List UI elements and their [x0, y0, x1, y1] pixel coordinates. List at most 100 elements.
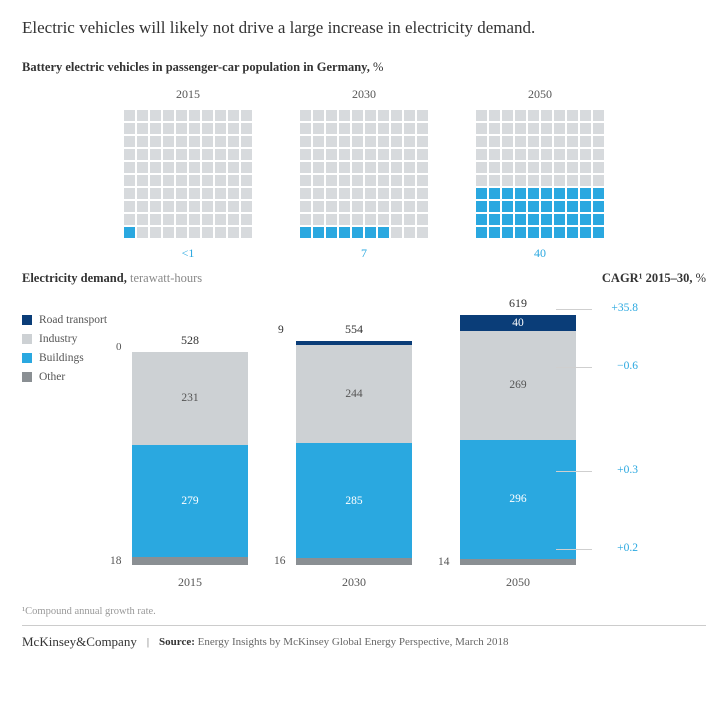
- waffle-cell: [300, 136, 311, 147]
- waffle-cell: [567, 214, 578, 225]
- waffle-cell: [189, 227, 200, 238]
- waffle-cell: [580, 175, 591, 186]
- waffle-cell: [554, 123, 565, 134]
- waffle-cell: [150, 175, 161, 186]
- waffle-cell: [124, 214, 135, 225]
- waffle-cell: [541, 188, 552, 199]
- segment-label: 269: [509, 379, 526, 391]
- bar-total: 619: [509, 296, 527, 311]
- waffle-cell: [163, 162, 174, 173]
- waffle-cell: [404, 123, 415, 134]
- waffle-cell: [515, 188, 526, 199]
- bar-year: 2015: [178, 575, 202, 590]
- brand-logo: McKinsey&Company: [22, 634, 137, 650]
- waffle-cell: [300, 214, 311, 225]
- waffle-cell: [489, 201, 500, 212]
- waffle-cell: [515, 175, 526, 186]
- waffle-cell: [339, 136, 350, 147]
- demand-title: Electricity demand, terawatt-hours: [22, 271, 202, 286]
- waffle-cell: [554, 110, 565, 121]
- waffle-cell: [137, 188, 148, 199]
- waffle-cell: [313, 136, 324, 147]
- bar-segment-buildings: 279: [132, 445, 248, 558]
- waffle-cell: [528, 110, 539, 121]
- waffle-cell: [515, 214, 526, 225]
- waffle-cell: [476, 162, 487, 173]
- waffle-cell: [150, 201, 161, 212]
- waffle-cell: [124, 175, 135, 186]
- waffle-cell: [202, 162, 213, 173]
- waffle-cell: [476, 123, 487, 134]
- waffle-cell: [476, 227, 487, 238]
- waffle-cell: [554, 136, 565, 147]
- waffle-cell: [502, 188, 513, 199]
- waffle-cell: [476, 214, 487, 225]
- waffle-cell: [528, 188, 539, 199]
- waffle-cell: [404, 149, 415, 160]
- waffle-cell: [567, 175, 578, 186]
- legend-swatch: [22, 372, 32, 382]
- bars-wrap: 5281827923102015955416285244203061914296…: [132, 296, 576, 592]
- waffle-cell: [228, 149, 239, 160]
- waffle-subtitle: Battery electric vehicles in passenger-c…: [22, 60, 706, 75]
- waffle-cell: [528, 175, 539, 186]
- waffle-cell: [326, 123, 337, 134]
- waffle-cell: [515, 227, 526, 238]
- bar-column: 5281827923102015: [132, 333, 248, 590]
- bar-year: 2030: [342, 575, 366, 590]
- waffle-cell: [176, 201, 187, 212]
- waffle-cell: [515, 110, 526, 121]
- waffle-cell: [189, 175, 200, 186]
- waffle-cell: [189, 136, 200, 147]
- waffle-cell: [391, 110, 402, 121]
- waffle-value: 7: [361, 246, 367, 261]
- waffle-cell: [124, 123, 135, 134]
- waffle-cell: [378, 149, 389, 160]
- source: Source: Energy Insights by McKinsey Glob…: [159, 636, 509, 648]
- waffle-cell: [339, 110, 350, 121]
- waffle-cell: [554, 175, 565, 186]
- waffle-cell: [528, 123, 539, 134]
- waffle-cell: [352, 149, 363, 160]
- waffle-cell: [502, 227, 513, 238]
- waffle-cell: [567, 149, 578, 160]
- waffle-cell: [567, 136, 578, 147]
- waffle-cell: [580, 149, 591, 160]
- bar-segment-buildings: 285: [296, 443, 412, 558]
- waffle-cell: [150, 123, 161, 134]
- waffle-grid: [124, 110, 252, 238]
- source-label: Source:: [159, 636, 195, 648]
- waffle-cell: [365, 110, 376, 121]
- waffle-cell: [313, 201, 324, 212]
- waffle-cell: [228, 227, 239, 238]
- waffle-cell: [189, 123, 200, 134]
- waffle-cell: [404, 175, 415, 186]
- waffle-cell: [313, 149, 324, 160]
- bar-segment-road: [296, 341, 412, 345]
- waffle-cell: [352, 136, 363, 147]
- waffle-cell: [124, 110, 135, 121]
- waffle-cell: [378, 110, 389, 121]
- waffle-cell: [365, 136, 376, 147]
- waffle-cell: [580, 110, 591, 121]
- waffle-cell: [326, 214, 337, 225]
- waffle-cell: [163, 149, 174, 160]
- waffle-cell: [593, 188, 604, 199]
- waffle-cell: [137, 214, 148, 225]
- waffle-cell: [228, 162, 239, 173]
- waffle-cell: [580, 201, 591, 212]
- waffle-cell: [137, 123, 148, 134]
- waffle-cell: [365, 227, 376, 238]
- waffle-block: 2015<1: [124, 87, 252, 261]
- waffle-cell: [593, 162, 604, 173]
- waffle-cell: [339, 214, 350, 225]
- segment-side-label: 14: [438, 556, 450, 568]
- demand-title-bold: Electricity demand,: [22, 271, 127, 285]
- waffle-cell: [515, 136, 526, 147]
- waffle-cell: [580, 227, 591, 238]
- waffle-cell: [593, 136, 604, 147]
- waffle-cell: [241, 123, 252, 134]
- waffle-cell: [554, 227, 565, 238]
- waffle-cell: [593, 214, 604, 225]
- cagr-title-bold: CAGR¹ 2015–30,: [602, 271, 693, 285]
